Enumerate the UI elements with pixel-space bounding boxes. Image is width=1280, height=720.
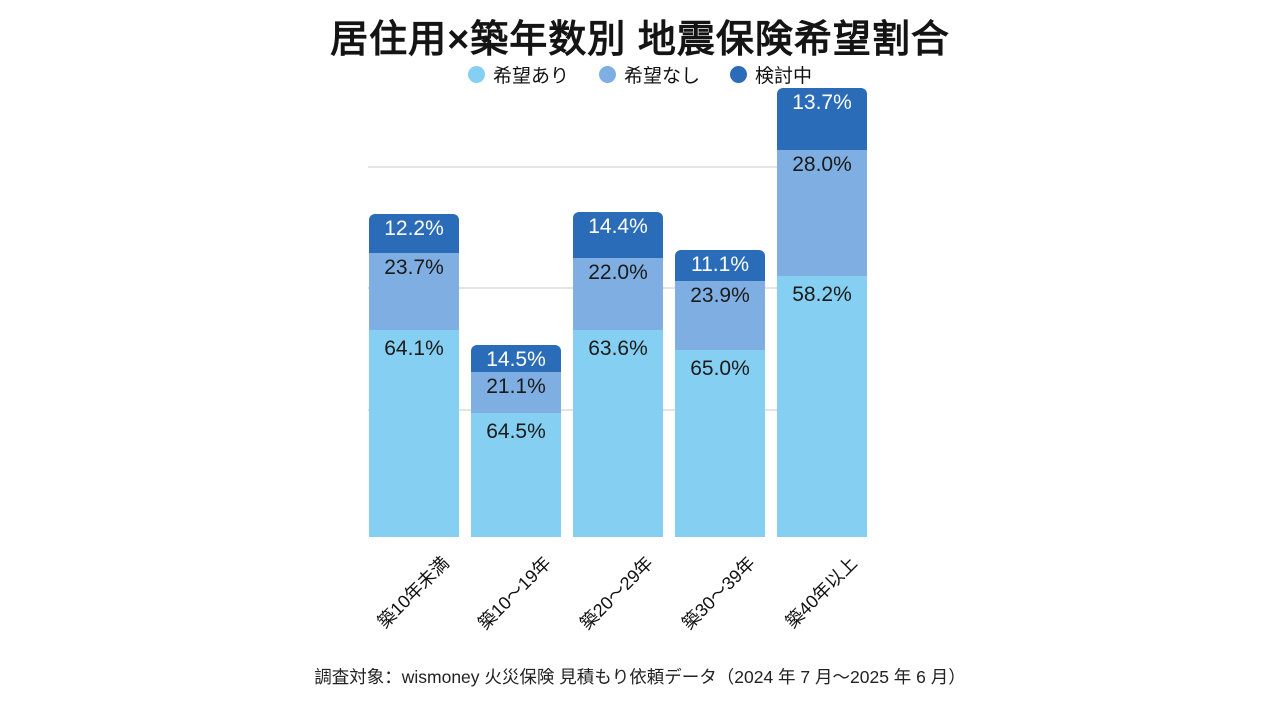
- x-axis-label: 築20〜29年: [576, 552, 657, 634]
- segment-value-label: 64.5%: [486, 420, 546, 443]
- stacked-bar: 65.0% 23.9% 11.1%: [675, 250, 765, 537]
- chart-title: 居住用×築年数別 地震保険希望割合: [330, 19, 950, 61]
- segment-value-label: 14.4%: [588, 215, 648, 238]
- legend-label-no-want: 希望なし: [623, 66, 700, 87]
- segment-value-label: 11.1%: [691, 253, 749, 276]
- legend-label-want: 希望あり: [492, 66, 569, 87]
- bar-segment: 12.2%: [369, 214, 459, 253]
- bar-segment: 58.2%: [777, 276, 867, 537]
- stacked-bar: 64.1% 23.7% 12.2%: [369, 214, 459, 537]
- bar-segment: 64.5%: [471, 413, 561, 537]
- segment-value-label: 14.5%: [486, 348, 546, 371]
- bar-segment: 64.1%: [369, 330, 459, 537]
- bar-segment: 14.5%: [471, 345, 561, 372]
- bar-segment: 13.7%: [777, 88, 867, 150]
- legend-item-considering: 検討中: [730, 61, 812, 88]
- legend: 希望あり 希望なし 検討中: [0, 61, 1280, 88]
- segment-value-label: 12.2%: [384, 217, 444, 240]
- x-axis-label: 築40年以上: [781, 552, 861, 633]
- bar-segment: 63.6%: [573, 330, 663, 537]
- legend-label-considering: 検討中: [755, 66, 813, 87]
- gridline-1: [368, 166, 864, 168]
- bar-segment: 23.7%: [369, 253, 459, 330]
- segment-value-label: 23.9%: [690, 284, 750, 307]
- stacked-bar: 64.5% 21.1% 14.5%: [471, 345, 561, 537]
- segment-value-label: 22.0%: [588, 261, 648, 284]
- bar-segment: 11.1%: [675, 250, 765, 281]
- stacked-bar: 63.6% 22.0% 14.4%: [573, 212, 663, 537]
- segment-value-label: 63.6%: [588, 337, 648, 360]
- legend-dot-considering-icon: [730, 66, 747, 83]
- bar-segment: 28.0%: [777, 150, 867, 276]
- legend-dot-no-want-icon: [598, 66, 616, 83]
- bar-segment: 22.0%: [573, 258, 663, 330]
- x-axis-label: 築10〜19年: [474, 552, 555, 634]
- x-axis-label: 築10年未満: [373, 552, 453, 633]
- segment-value-label: 64.1%: [384, 337, 444, 360]
- segment-value-label: 21.1%: [486, 375, 546, 398]
- legend-item-want: 希望あり: [467, 61, 569, 88]
- legend-item-no-want: 希望なし: [598, 61, 700, 88]
- segment-value-label: 28.0%: [792, 153, 852, 176]
- stacked-bar: 58.2% 28.0% 13.7%: [777, 88, 867, 537]
- bar-segment: 23.9%: [675, 281, 765, 350]
- legend-dot-want-icon: [467, 66, 485, 83]
- segment-value-label: 23.7%: [384, 256, 444, 279]
- source-note: 調査対象：wismoney 火災保険 見積もり依頼データ（2024 年 7 月〜…: [314, 667, 966, 687]
- segment-value-label: 65.0%: [690, 357, 750, 380]
- bar-segment: 21.1%: [471, 372, 561, 413]
- bar-segment: 14.4%: [573, 212, 663, 258]
- segment-value-label: 13.7%: [792, 91, 852, 114]
- segment-value-label: 58.2%: [792, 283, 852, 306]
- x-axis-label: 築30〜39年: [678, 552, 759, 634]
- bar-segment: 65.0%: [675, 350, 765, 537]
